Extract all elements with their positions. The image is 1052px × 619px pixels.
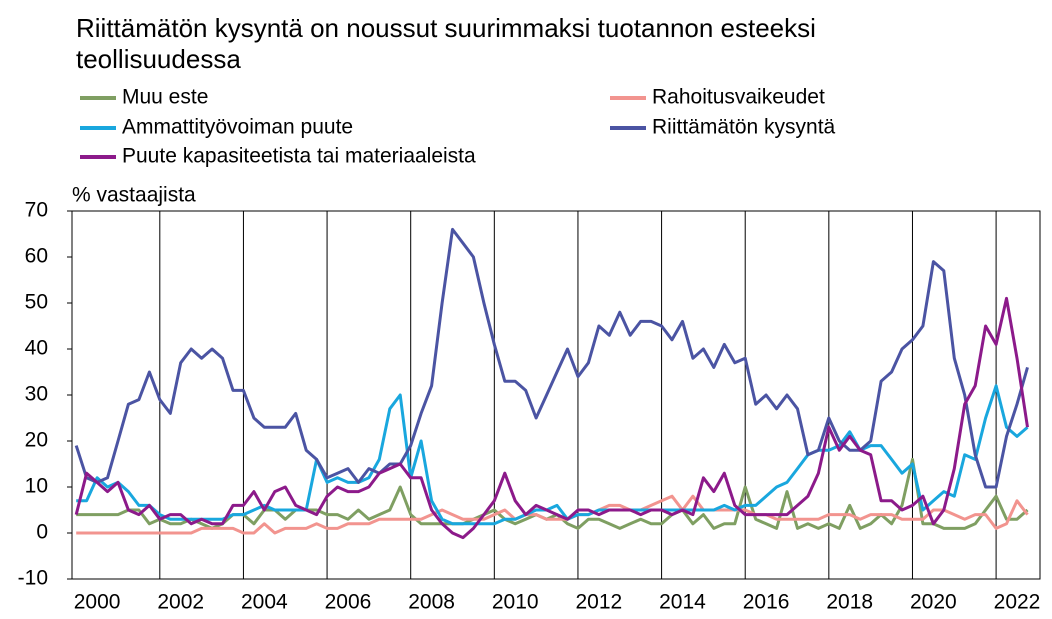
- y-tick-label: 60: [25, 245, 48, 268]
- series-line: [76, 494, 1029, 535]
- chart-title: Riittämätön kysyntä on noussut suurimmak…: [76, 13, 816, 74]
- legend-label: Rahoitusvaikeudet: [652, 86, 825, 109]
- legend-label: Muu este: [122, 86, 208, 109]
- legend-label: Riittämätön kysyntä: [652, 116, 836, 139]
- x-tick-label: 2016: [743, 591, 790, 614]
- x-tick-label: 2000: [74, 591, 121, 614]
- series-line: [74, 296, 1029, 540]
- y-tick-label: -10: [18, 567, 48, 590]
- y-tick-label: 40: [25, 337, 48, 360]
- y-tick-label: 10: [25, 475, 48, 498]
- x-tick-label: 2012: [576, 591, 623, 614]
- x-tick-label: 2020: [910, 591, 957, 614]
- x-tick-label: 2010: [492, 591, 539, 614]
- legend-label: Ammattityövoiman puute: [122, 116, 353, 139]
- y-tick-label: 0: [36, 521, 48, 544]
- x-tick-label: 2018: [826, 591, 873, 614]
- series-line: [76, 384, 1029, 526]
- y-tick-label: 30: [25, 383, 48, 406]
- x-tick-label: 2014: [659, 591, 706, 614]
- x-tick-label: 2002: [157, 591, 204, 614]
- x-tick-label: 2008: [408, 591, 455, 614]
- x-tick-label: 2004: [241, 591, 288, 614]
- y-tick-label: 70: [25, 199, 48, 222]
- x-tick-label: 2022: [994, 591, 1041, 614]
- legend-label: Puute kapasiteetista tai materiaaleista: [122, 145, 476, 168]
- series-line: [74, 227, 1029, 489]
- y-tick-label: 20: [25, 429, 48, 452]
- plot-frame: [71, 210, 1041, 580]
- y-tick-label: 50: [25, 291, 48, 314]
- x-tick-label: 2006: [325, 591, 372, 614]
- y-axis-label: % vastaajista: [72, 184, 196, 207]
